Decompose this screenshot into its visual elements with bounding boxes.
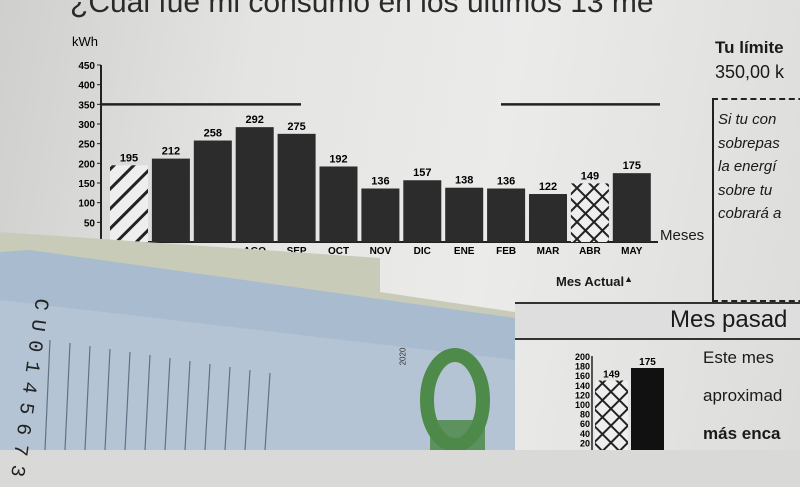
mini-y-tick-label: 160: [575, 371, 590, 381]
bar-value-label: 149: [581, 170, 599, 182]
y-tick-label: 400: [78, 81, 95, 92]
mini-y-tick-label: 180: [575, 362, 590, 372]
bar: [612, 173, 651, 242]
mini-bar: [595, 380, 628, 450]
mini-y-tick-label: 40: [580, 429, 590, 439]
mini-bar-value: 175: [639, 357, 656, 368]
y-tick-label: 450: [78, 61, 95, 72]
bar: [445, 187, 484, 242]
bar-value-label: 138: [455, 175, 473, 187]
y-tick-label: 200: [78, 159, 95, 170]
limit-title: Tu límite: [715, 38, 784, 57]
x-tick-label: ABR: [579, 246, 601, 257]
mini-y-tick-label: 120: [575, 390, 590, 400]
current-month-text: Mes Actual: [556, 274, 625, 289]
bar-value-label: 195: [120, 152, 138, 164]
bar-value-label: 258: [204, 128, 222, 140]
paragraph-line: Este mes: [703, 348, 774, 367]
limit-note-box: [712, 98, 800, 302]
bar: [110, 165, 148, 242]
bar: [193, 140, 232, 242]
bar-value-label: 136: [371, 176, 389, 188]
y-tick-label: 100: [78, 199, 95, 210]
consumption-chart: kWh 50 100 150 200 250 300 350 400 450 195 212 258 2…: [72, 34, 664, 450]
x-tick-label: MAR: [537, 246, 561, 257]
y-tick-label: 350: [78, 100, 95, 111]
banknote-year: 2020: [398, 347, 408, 366]
x-tick-label: AGO: [243, 246, 266, 257]
bar: [151, 158, 190, 242]
bar-value-label: 136: [497, 176, 515, 188]
y-tick-label: 50: [84, 218, 96, 229]
x-tick-label: MAY: [621, 246, 643, 257]
bar: [235, 127, 274, 242]
paragraph-line: más enca: [703, 424, 781, 443]
bar-value-label: 212: [162, 146, 180, 158]
mini-bar: [631, 368, 664, 450]
bar: [529, 194, 567, 242]
limit-value: 350,00 k: [715, 62, 785, 82]
x-tick-label: ENE: [454, 246, 475, 257]
bar-value-label: 175: [623, 160, 641, 172]
mini-bar-value: 149: [603, 369, 620, 380]
x-tick-label: OCT: [328, 246, 349, 257]
limit-note: Si tu con sobrepas la energí sobre tu co…: [718, 108, 781, 226]
bar: [361, 188, 400, 242]
mini-y-tick-label: 200: [575, 352, 590, 362]
y-tick-label: 300: [78, 120, 95, 131]
bar: [319, 166, 358, 242]
page-title: ¿Cuál fue mi consumo en los últimos 13 m…: [70, 0, 654, 19]
paragraph-line: aproximad: [703, 386, 783, 405]
bar-value-label: 157: [413, 167, 431, 179]
bar: [570, 183, 609, 242]
note-line: cobrará a: [718, 205, 782, 222]
mini-y-tick-label: 100: [575, 400, 590, 410]
y-tick-label: 250: [78, 140, 95, 151]
section-title: Mes pasad: [670, 306, 788, 333]
x-tick-label: SEP: [287, 246, 307, 257]
bar-value-label: 122: [539, 181, 557, 193]
bar: [487, 188, 526, 242]
bar: [277, 133, 316, 242]
bar-value-label: 275: [287, 121, 305, 133]
y-tick-label: 150: [78, 179, 95, 190]
bar-value-label: 192: [329, 153, 347, 165]
section-header: Mes pasad: [515, 302, 800, 340]
x-axis-label: Meses: [660, 227, 705, 244]
mini-y-tick-label: 20: [580, 438, 590, 448]
note-line: sobrepas: [718, 134, 780, 152]
triangle-up-icon: ▲: [624, 274, 634, 284]
bar: [403, 180, 442, 242]
mini-y-tick-label: 60: [580, 419, 590, 429]
note-line: sobre tu: [718, 181, 773, 199]
current-month-label: Mes Actual▲: [556, 274, 633, 289]
note-line: Si tu con: [718, 111, 777, 128]
bar-value-label: 292: [246, 114, 264, 126]
x-tick-label: NOV: [370, 246, 392, 257]
mini-y-tick-label: 80: [580, 410, 590, 420]
x-tick-label: FEB: [496, 246, 516, 257]
mini-y-tick-label: 140: [575, 381, 590, 391]
note-line: la energí: [718, 158, 777, 175]
x-tick-label: DIC: [414, 246, 431, 257]
y-axis-label: kWh: [72, 34, 98, 49]
